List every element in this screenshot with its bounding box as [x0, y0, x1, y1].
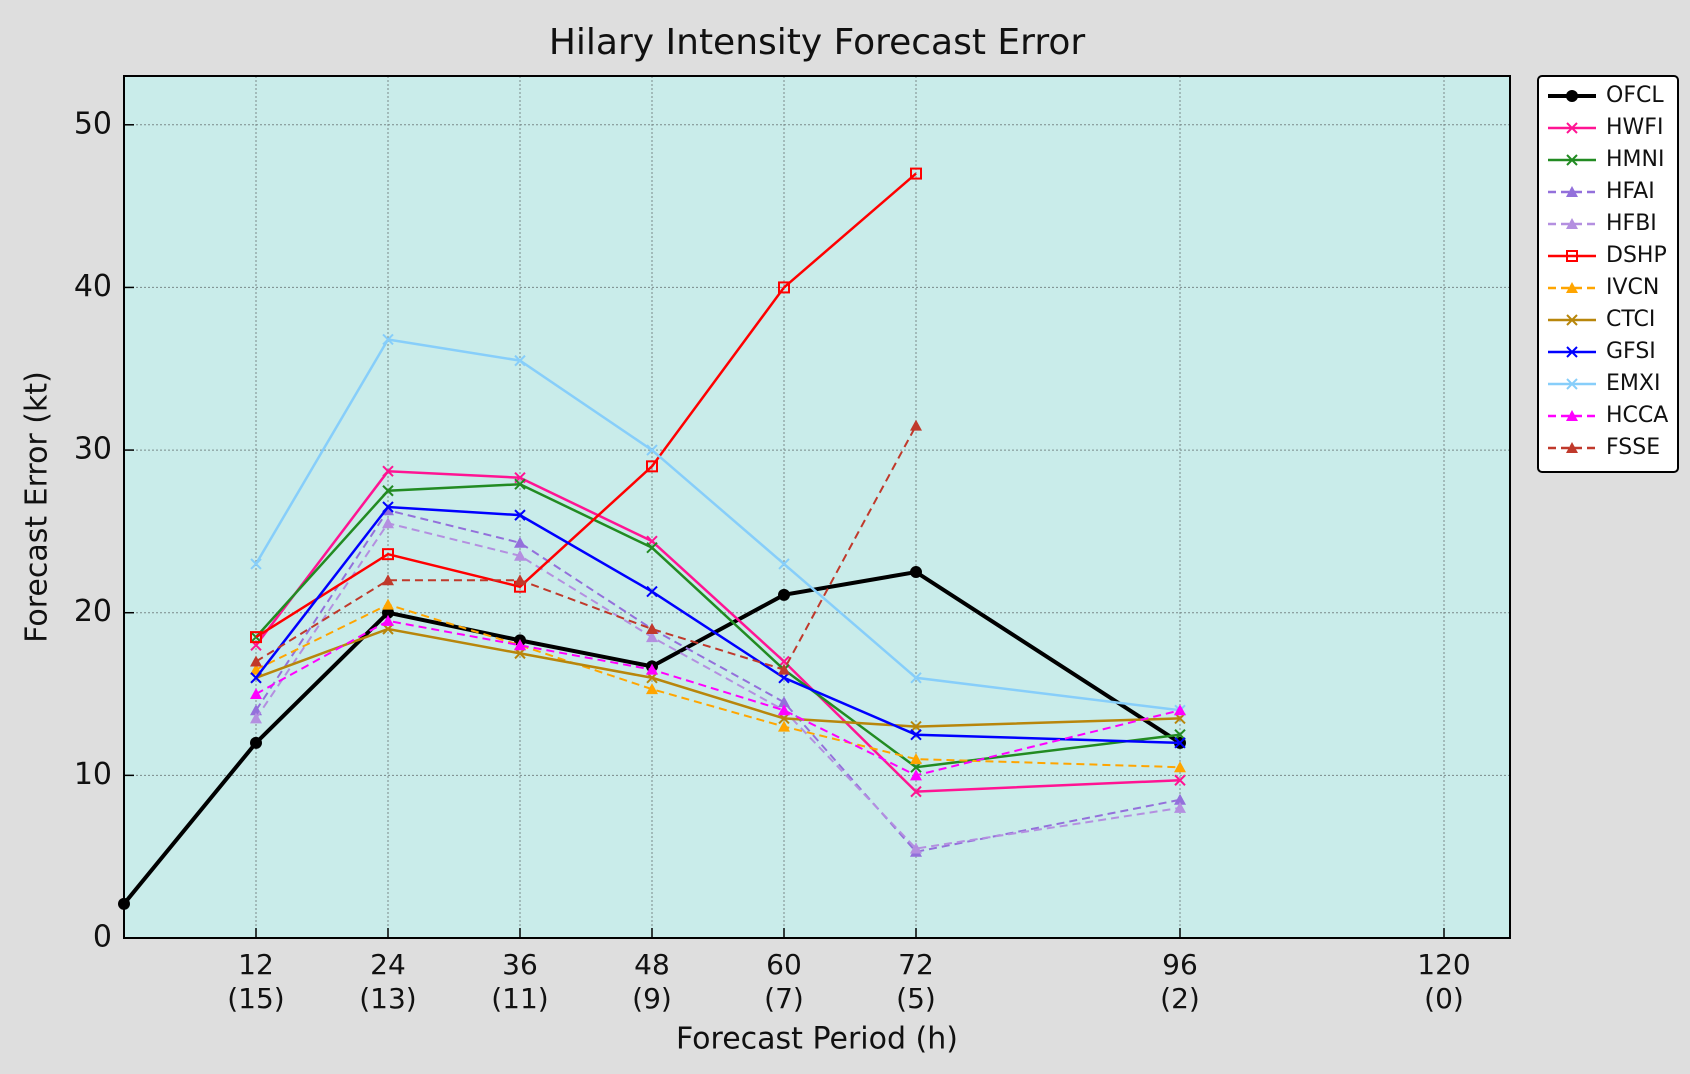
legend-label: HMNI — [1606, 147, 1664, 172]
x-tick-label: 24 (13) — [343, 948, 433, 1016]
legend-label: HCCA — [1606, 403, 1668, 428]
chart-title: Hilary Intensity Forecast Error — [549, 22, 1086, 63]
x-tick-label: 96 (2) — [1135, 948, 1225, 1016]
y-tick-label: 30 — [74, 432, 112, 467]
y-tick-label: 0 — [93, 920, 112, 955]
legend-label: EMXI — [1606, 371, 1660, 396]
legend-label: OFCL — [1606, 83, 1664, 108]
legend-label: HWFI — [1606, 115, 1663, 140]
legend-label: FSSE — [1606, 435, 1660, 460]
data-point — [250, 737, 262, 749]
y-tick-label: 50 — [74, 106, 112, 141]
legend-marker — [1566, 90, 1578, 102]
legend-label: IVCN — [1606, 275, 1659, 300]
legend-label: DSHP — [1606, 243, 1667, 268]
legend: OFCL HWFI HMNI HFAI HFBI DSHP IVCN CTCI GFSI EMXI… — [1538, 76, 1678, 472]
y-tick-label: 20 — [74, 594, 112, 629]
x-tick-label: 48 (9) — [607, 948, 697, 1016]
data-point — [910, 566, 922, 578]
x-tick-label: 72 (5) — [871, 948, 961, 1016]
y-tick-label: 10 — [74, 757, 112, 792]
legend-label: HFAI — [1606, 179, 1655, 204]
chart: Hilary Intensity Forecast Error Forecast… — [0, 0, 1690, 1074]
x-tick-label: 12 (15) — [211, 948, 301, 1016]
legend-label: GFSI — [1606, 339, 1656, 364]
legend-label: CTCI — [1606, 307, 1655, 332]
x-tick-label: 60 (7) — [739, 948, 829, 1016]
y-axis-label: Forecast Error (kt) — [20, 371, 55, 643]
x-axis-label: Forecast Period (h) — [676, 1022, 958, 1057]
page: Hilary Intensity Forecast Error Forecast… — [0, 0, 1690, 1074]
plot-area — [124, 76, 1510, 938]
legend-label: HFBI — [1606, 211, 1657, 236]
y-tick-label: 40 — [74, 269, 112, 304]
data-point — [778, 589, 790, 601]
x-tick-label: 36 (11) — [475, 948, 565, 1016]
x-tick-label: 120 (0) — [1399, 948, 1489, 1016]
